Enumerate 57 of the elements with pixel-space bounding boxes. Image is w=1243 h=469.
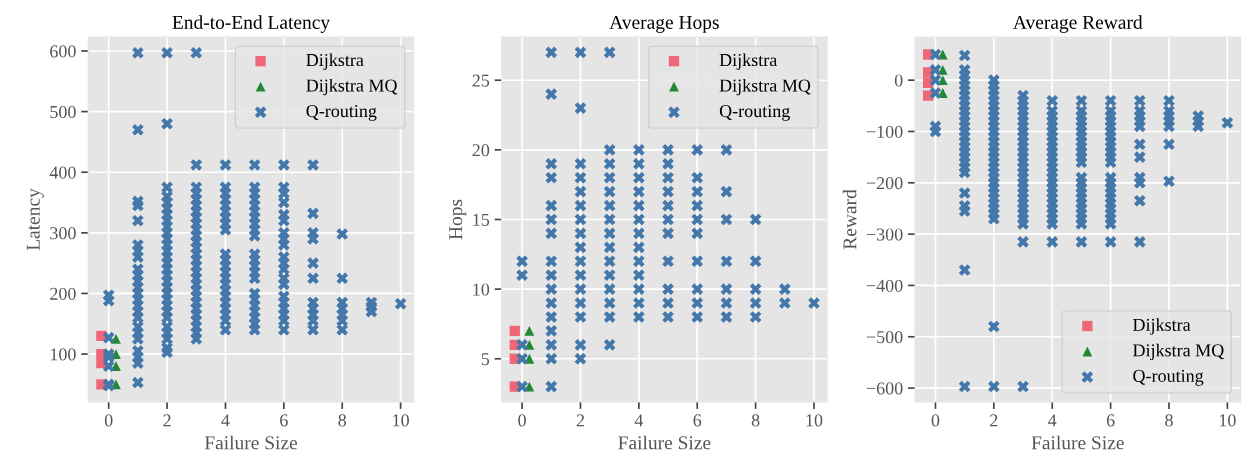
y-axis-title: Latency [26, 188, 44, 251]
y-tick-label: 10 [473, 283, 490, 296]
legend-label: Dijkstra [719, 53, 778, 70]
y-tick-label: 15 [473, 213, 490, 226]
y-tick-label: 300 [50, 227, 76, 240]
y-tick-label: 0 [894, 74, 903, 87]
x-tick-label: 8 [1165, 414, 1173, 427]
x-tick-label: 6 [280, 414, 288, 427]
legend-label: Dijkstra [306, 53, 364, 70]
y-tick-label: 600 [50, 45, 76, 58]
y-tick-label: 400 [49, 166, 76, 179]
point [509, 325, 520, 337]
x-tick-label: 8 [751, 414, 760, 427]
legend-label: Dijkstra [1133, 318, 1191, 335]
y-tick-label: 5 [481, 353, 490, 366]
x-tick-label: 10 [806, 414, 823, 427]
chart-title: Average Hops [609, 15, 719, 33]
legend-label: Q-routing [1133, 369, 1204, 386]
x-tick-label: 0 [518, 414, 526, 427]
x-tick-label: 0 [931, 414, 940, 427]
x-tick-label: 2 [163, 414, 171, 427]
chart-title: End-to-End Latency [172, 15, 331, 33]
y-tick-label: −100 [866, 125, 903, 138]
y-tick-label: 20 [472, 144, 490, 157]
y-tick-label: −600 [866, 382, 903, 395]
x-axis-title: Failure Size [618, 435, 711, 450]
x-tick-label: 10 [1219, 414, 1236, 427]
y-tick-label: −200 [866, 177, 903, 190]
y-tick-label: 200 [50, 287, 76, 300]
y-tick-label: −300 [866, 228, 903, 241]
x-tick-label: 10 [393, 414, 409, 427]
x-tick-label: 8 [338, 414, 347, 427]
x-tick-label: 2 [576, 414, 584, 427]
x-tick-label: 0 [104, 414, 113, 427]
legend-label: Q-routing [306, 105, 377, 121]
y-tick-label: −400 [866, 279, 903, 292]
point [111, 333, 121, 344]
y-axis-title: Reward [842, 189, 857, 250]
y-tick-label: 100 [50, 348, 76, 361]
chart-title: Average Reward [1013, 15, 1143, 33]
x-tick-label: 6 [693, 414, 702, 427]
y-tick-label: −500 [866, 331, 903, 344]
legend-label: Q-routing [719, 105, 790, 121]
x-tick-label: 4 [634, 414, 644, 427]
legend-label: Dijkstra MQ [1133, 343, 1224, 361]
legend-label: Dijkstra MQ [719, 78, 811, 96]
point [524, 326, 535, 336]
x-axis-title: Failure Size [1031, 435, 1124, 450]
x-axis-title: Failure Size [204, 435, 298, 450]
x-tick-label: 2 [990, 414, 998, 427]
legend-label: Dijkstra MQ [306, 78, 398, 96]
x-tick-label: 4 [221, 414, 230, 427]
y-tick-label: 500 [50, 105, 76, 119]
x-tick-label: 4 [1048, 414, 1057, 427]
y-tick-label: 25 [472, 74, 490, 87]
x-tick-label: 6 [1106, 414, 1115, 427]
y-axis-title: Hops [449, 199, 467, 240]
